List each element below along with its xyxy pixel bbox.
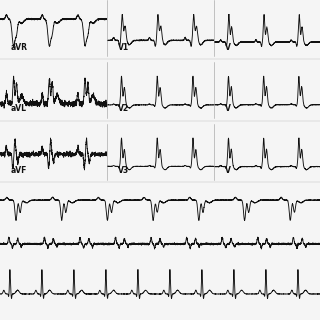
Text: V2: V2 bbox=[118, 104, 129, 113]
Text: V3: V3 bbox=[118, 166, 129, 175]
Text: aVL: aVL bbox=[11, 104, 27, 113]
Text: V: V bbox=[225, 43, 231, 52]
Text: V: V bbox=[225, 104, 231, 113]
Text: V: V bbox=[225, 166, 231, 175]
Text: V1: V1 bbox=[118, 43, 129, 52]
Text: aVR: aVR bbox=[11, 43, 28, 52]
Text: aVF: aVF bbox=[11, 166, 27, 175]
